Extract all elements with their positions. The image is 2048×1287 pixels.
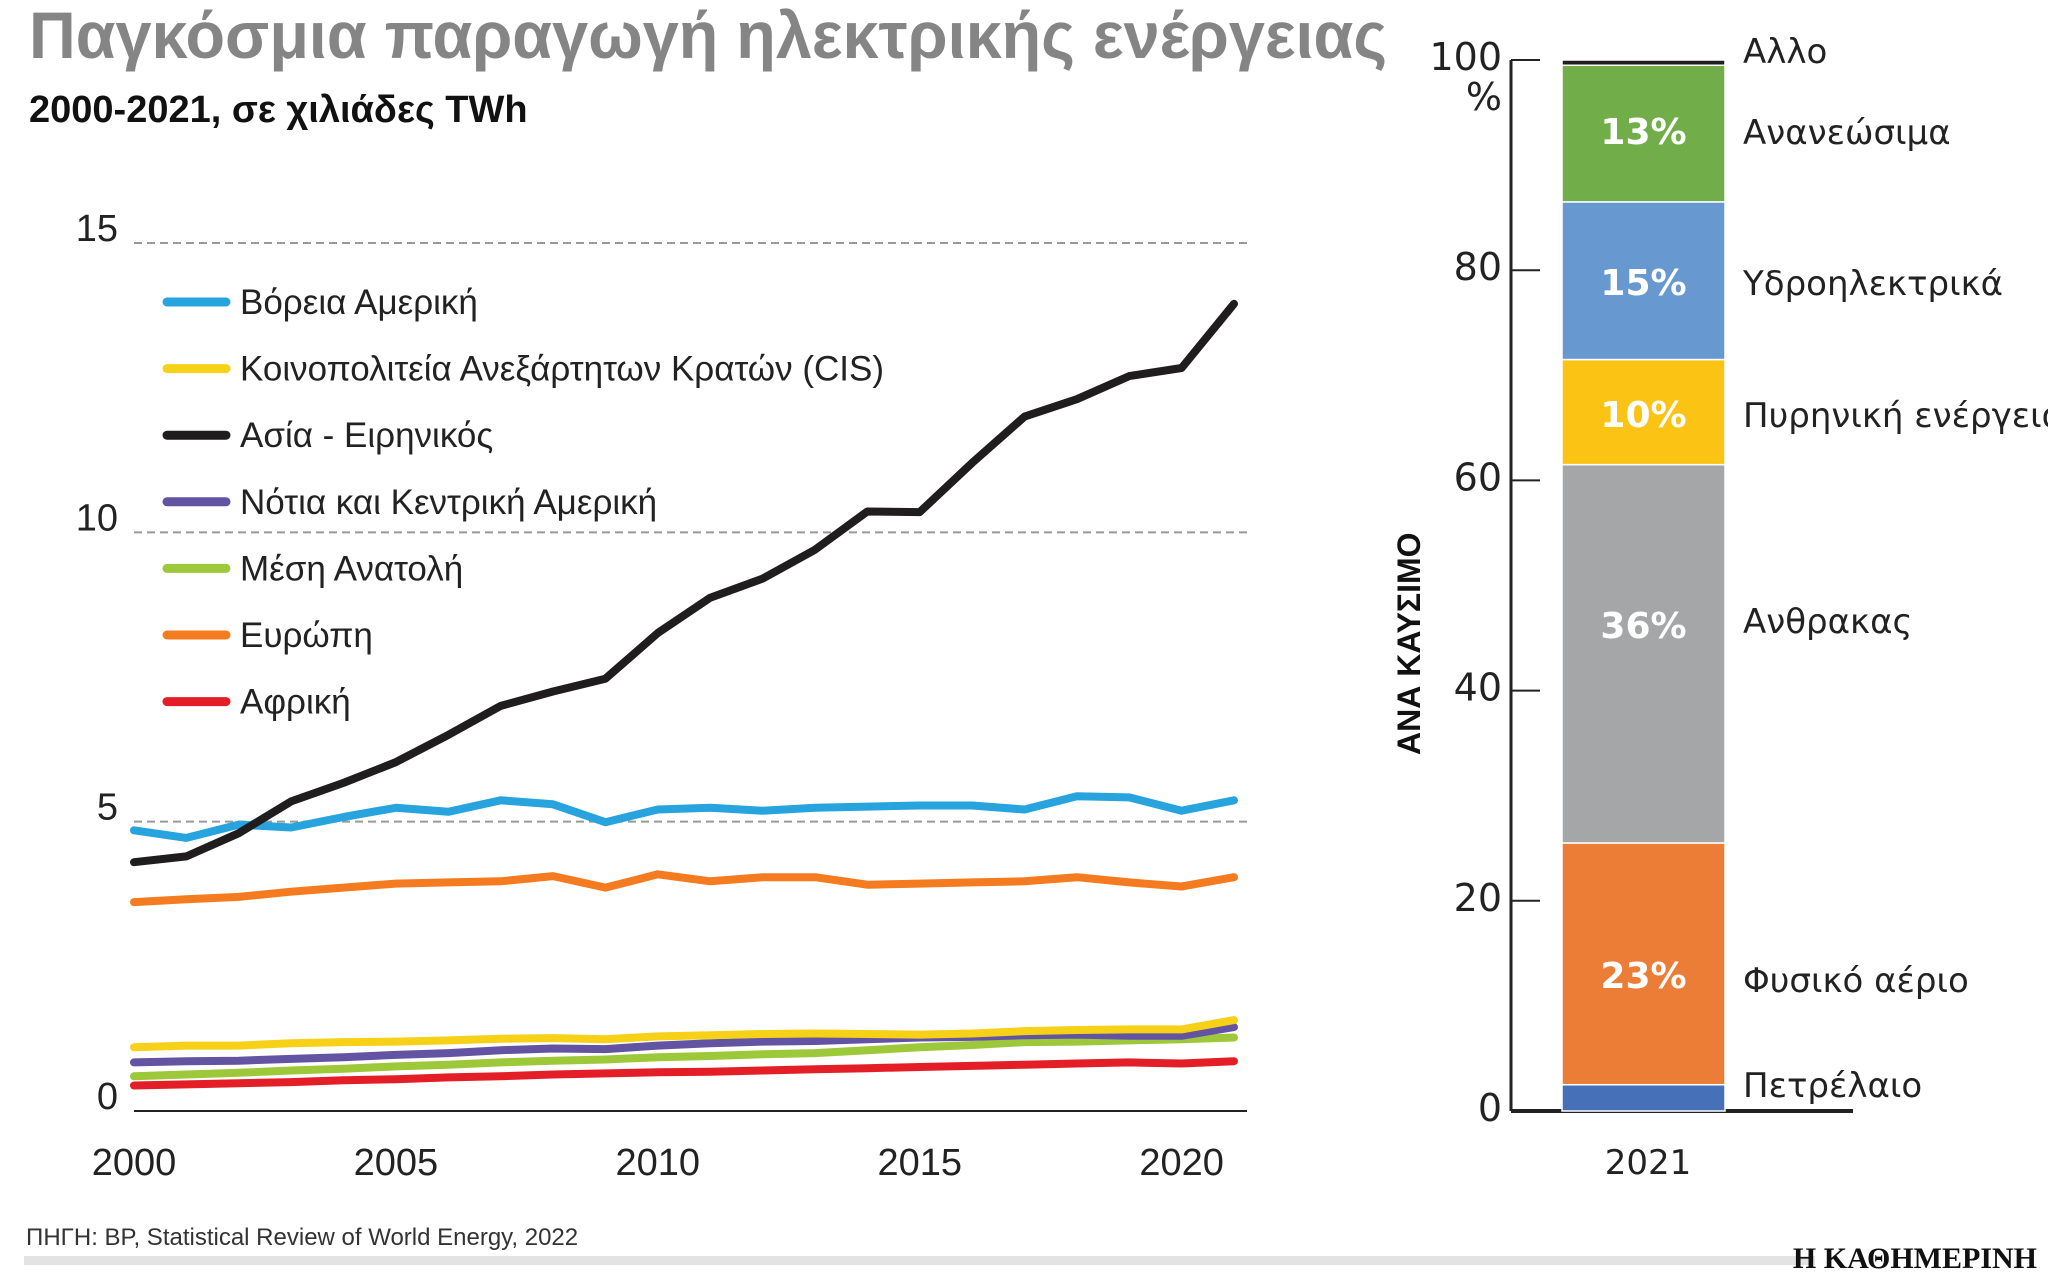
bar-segment-name: Πυρηνική ενέργεια bbox=[1743, 396, 2048, 436]
line-chart: 0 5 10 15 2000 2005 2010 2015 2020 Βόρεια Αμερι… bbox=[76, 208, 1247, 1184]
bar-category-label: 2021 bbox=[1605, 1143, 1692, 1183]
bar-y-tick-label: 100 bbox=[1429, 35, 1502, 79]
bar-segment-name: Πετρέλαιο bbox=[1743, 1066, 1922, 1106]
bar-segment bbox=[1561, 201, 1726, 361]
source-note: ΠΗΓΗ: BP, Statistical Review of World En… bbox=[26, 1224, 578, 1251]
bar-segment bbox=[1561, 358, 1726, 466]
bar-segment-name: Φυσικό αέριο bbox=[1743, 961, 1969, 1001]
bar-segment-value: 10% bbox=[1600, 395, 1686, 436]
bar-segment-name: Ανανεώσιμα bbox=[1743, 113, 1951, 153]
series-line bbox=[130, 1016, 1238, 1052]
chart-title: Παγκόσμια παραγωγή ηλεκτρικής ενέργειας bbox=[29, 0, 1387, 72]
bar-segment bbox=[1561, 59, 1726, 67]
legend: Βόρεια Αμερική Κοινοπολιτεία Ανεξάρτητων … bbox=[162, 283, 884, 722]
legend-label: Αφρική bbox=[240, 683, 351, 722]
bar-segment-name: Αλλο bbox=[1743, 32, 1827, 72]
bar-segment bbox=[1561, 1083, 1726, 1112]
chart-subtitle: 2000-2021, σε χιλιάδες TWh bbox=[29, 89, 528, 131]
bar-segment-name: Ανθρακας bbox=[1743, 602, 1912, 642]
legend-label: Κοινοπολιτεία Ανεξάρτητων Κρατών (CIS) bbox=[240, 350, 884, 389]
legend-label: Νότια και Κεντρική Αμερική bbox=[240, 483, 657, 522]
bar-segment bbox=[1561, 842, 1726, 1086]
x-tick-label: 2015 bbox=[877, 1142, 962, 1184]
x-axis-ticks: 2000 2005 2010 2015 2020 bbox=[92, 1142, 1224, 1184]
legend-label: Μέση Ανατολή bbox=[240, 549, 463, 588]
bar-segment-value: 15% bbox=[1600, 263, 1686, 304]
bar-segment-value: 23% bbox=[1600, 956, 1686, 997]
legend-label: Ευρώπη bbox=[240, 616, 373, 655]
series-line bbox=[130, 792, 1238, 842]
bar-y-unit: % bbox=[1466, 75, 1502, 119]
x-tick-label: 2010 bbox=[616, 1142, 701, 1184]
x-tick-label: 2005 bbox=[354, 1142, 439, 1184]
bar-segment-name: Υδροηλεκτρικά bbox=[1742, 264, 2003, 304]
footer-bar bbox=[24, 1256, 1815, 1265]
bar-y-tick-label: 0 bbox=[1478, 1086, 1502, 1130]
bar-y-tick-label: 60 bbox=[1454, 455, 1502, 499]
bar-y-tick-label: 20 bbox=[1454, 876, 1502, 920]
series-line bbox=[130, 1023, 1238, 1067]
series-lines bbox=[130, 299, 1238, 1090]
y-tick-label: 0 bbox=[97, 1076, 118, 1118]
bar-segment-value: 13% bbox=[1600, 112, 1686, 153]
series-line bbox=[130, 1057, 1238, 1090]
y-tick-label: 15 bbox=[76, 208, 118, 250]
series-line bbox=[130, 299, 1238, 867]
y-axis-ticks: 0 5 10 15 bbox=[76, 208, 118, 1118]
series-line bbox=[130, 1033, 1238, 1081]
legend-label: Βόρεια Αμερική bbox=[240, 283, 478, 322]
bar-y-tick-label: 40 bbox=[1454, 666, 1502, 710]
bar-y-tick-label: 80 bbox=[1454, 245, 1502, 289]
x-tick-label: 2020 bbox=[1139, 1142, 1224, 1184]
y-tick-label: 5 bbox=[97, 787, 118, 829]
publisher-logo: Η ΚΑΘΗΜΕΡΙΝΗ bbox=[1793, 1242, 2037, 1275]
bar-segment bbox=[1561, 64, 1726, 203]
y-tick-label: 10 bbox=[76, 497, 118, 539]
legend-label: Ασία - Ειρηνικός bbox=[240, 416, 493, 455]
series-line bbox=[130, 870, 1238, 907]
bar-y-axis-label: ΑΝΑ ΚΑΥΣΙΜΟ bbox=[1391, 532, 1427, 755]
bar-segment bbox=[1561, 463, 1726, 844]
bar-segment-value: 0,5% bbox=[1594, 8, 1694, 49]
bar-segment-value: 36% bbox=[1600, 606, 1686, 647]
x-tick-label: 2000 bbox=[92, 1142, 177, 1184]
